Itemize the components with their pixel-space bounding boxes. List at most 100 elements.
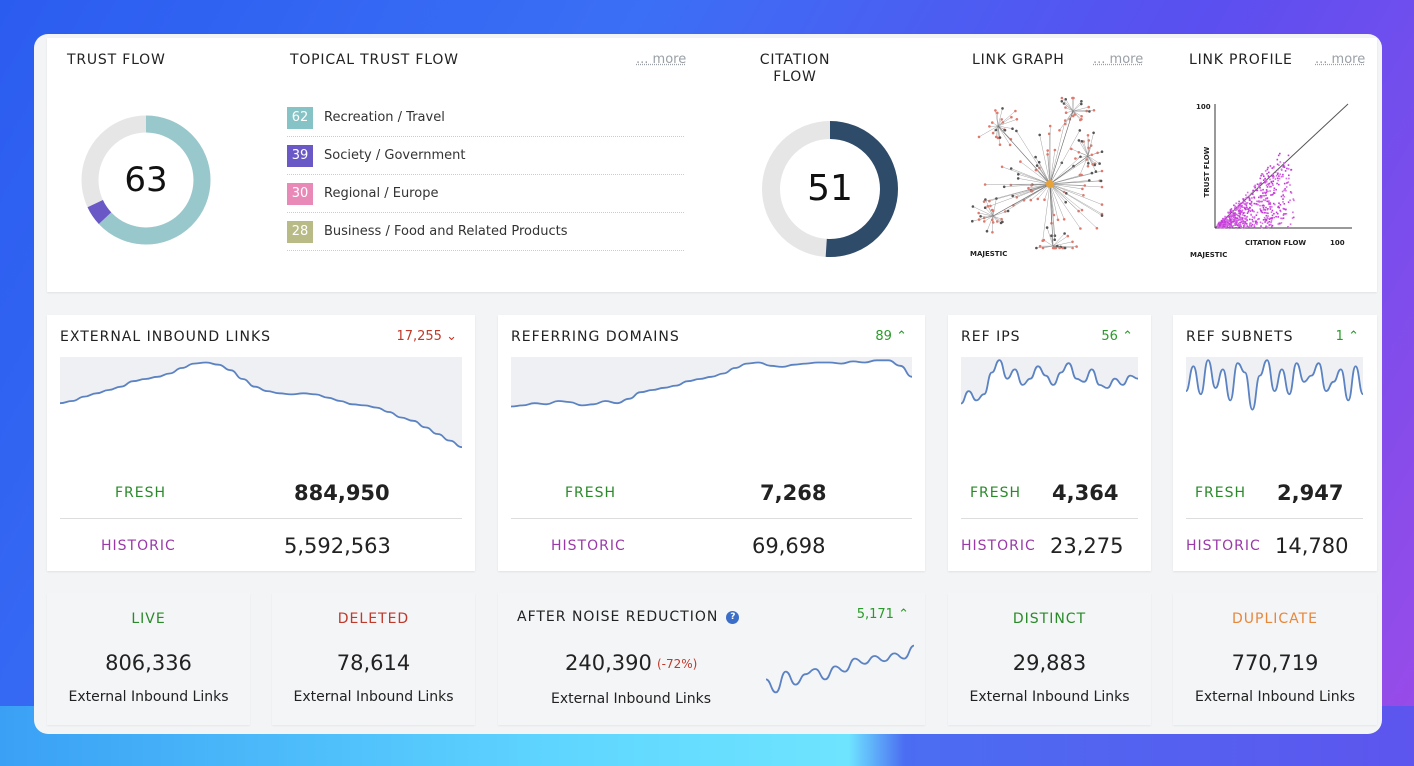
topical-trust-flow-item[interactable]: 28 Business / Food and Related Products bbox=[287, 213, 684, 251]
external-inbound-links-card[interactable]: EXTERNAL INBOUND LINKS 17,255 ⌄ FRESH 88… bbox=[47, 315, 475, 571]
referring-divider bbox=[511, 518, 912, 519]
topical-trust-flow-item[interactable]: 39 Society / Government bbox=[287, 137, 684, 175]
noise-subtitle: External Inbound Links bbox=[551, 691, 712, 707]
distinct-links-card[interactable]: DISTINCT 29,883 External Inbound Links bbox=[948, 593, 1151, 725]
ref-ips-sparkline bbox=[961, 357, 1138, 419]
referring-domains-card[interactable]: REFERRING DOMAINS 89 ⌃ FRESH 7,268 HISTO… bbox=[498, 315, 925, 571]
external-historic-value: 5,592,563 bbox=[284, 534, 391, 558]
live-links-card[interactable]: LIVE 806,336 External Inbound Links bbox=[47, 593, 250, 725]
topical-score-badge: 30 bbox=[287, 182, 313, 205]
trust-flow-donut[interactable] bbox=[80, 114, 212, 246]
ref-subnets-fresh-value: 2,947 bbox=[1277, 481, 1344, 505]
trust-flow-arc bbox=[81, 115, 211, 245]
ref-subnets-fresh-label: FRESH bbox=[1195, 485, 1247, 501]
ref-ips-historic-value: 23,275 bbox=[1050, 534, 1124, 558]
top-summary-panel bbox=[47, 38, 1377, 292]
sparkline-line bbox=[1186, 359, 1363, 411]
distinct-value: 29,883 bbox=[1012, 651, 1087, 675]
noise-trend-value: 5,171 bbox=[856, 607, 894, 622]
sparkline-area bbox=[511, 360, 912, 467]
external-fresh-label: FRESH bbox=[115, 485, 167, 501]
external-fresh-value: 884,950 bbox=[294, 481, 390, 505]
citation-flow-title: CITATION FLOW bbox=[745, 52, 845, 86]
sparkline-line bbox=[961, 359, 1138, 405]
link-profile-x-max: 100 bbox=[1330, 239, 1345, 247]
ref-ips-fresh-value: 4,364 bbox=[1052, 481, 1119, 505]
referring-fresh-label: FRESH bbox=[565, 485, 617, 501]
link-graph-network bbox=[971, 96, 1104, 250]
link-graph-title: LINK GRAPH bbox=[972, 52, 1065, 68]
link-graph-image[interactable] bbox=[968, 96, 1104, 262]
referring-fresh-value: 7,268 bbox=[760, 481, 827, 505]
ref-ips-divider bbox=[961, 518, 1138, 519]
sparkline-area bbox=[1186, 360, 1363, 419]
citation-flow-title-line2: FLOW bbox=[773, 69, 817, 85]
link-profile-y-max: 100 bbox=[1196, 103, 1211, 111]
topical-trust-flow-title: TOPICAL TRUST FLOW bbox=[290, 52, 459, 68]
citation-flow-arc bbox=[762, 121, 898, 257]
external-historic-label: HISTORIC bbox=[101, 538, 176, 554]
deleted-value: 78,614 bbox=[336, 651, 411, 675]
chevron-up-icon: ⌃ bbox=[898, 607, 909, 622]
referring-historic-label: HISTORIC bbox=[551, 538, 626, 554]
live-title: LIVE bbox=[131, 611, 166, 627]
trust-flow-value: 63 bbox=[124, 160, 168, 200]
referring-domains-sparkline bbox=[511, 357, 912, 467]
ref-subnets-title: REF SUBNETS bbox=[1186, 329, 1294, 345]
live-value: 806,336 bbox=[105, 651, 192, 675]
duplicate-title: DUPLICATE bbox=[1231, 611, 1319, 627]
live-subtitle: External Inbound Links bbox=[68, 689, 229, 705]
ref-ips-title: REF IPS bbox=[961, 329, 1021, 345]
help-icon[interactable]: ? bbox=[726, 610, 740, 624]
noise-change: (-72%) bbox=[657, 657, 698, 671]
duplicate-links-card[interactable]: DUPLICATE 770,719 External Inbound Links bbox=[1173, 593, 1377, 725]
link-profile-scatter[interactable] bbox=[1188, 100, 1358, 250]
duplicate-subtitle: External Inbound Links bbox=[1194, 689, 1356, 705]
external-divider bbox=[60, 518, 462, 519]
distinct-subtitle: External Inbound Links bbox=[969, 689, 1130, 705]
trust-flow-title: TRUST FLOW bbox=[67, 52, 166, 68]
topical-trust-flow-item[interactable]: 62 Recreation / Travel bbox=[287, 99, 684, 137]
ref-subnets-trend: 1 ⌃ bbox=[1336, 329, 1359, 344]
referring-domains-trend: 89 ⌃ bbox=[875, 329, 907, 344]
chevron-up-icon: ⌃ bbox=[896, 329, 907, 344]
chevron-up-icon: ⌃ bbox=[1348, 329, 1359, 344]
sparkline-line bbox=[60, 361, 462, 449]
external-inbound-links-sparkline bbox=[60, 357, 462, 467]
link-graph-brand-logo: MAJESTIC bbox=[970, 250, 1008, 258]
topical-score-badge: 39 bbox=[287, 144, 313, 167]
topical-score-badge: 62 bbox=[287, 106, 313, 129]
topical-category-label: Society / Government bbox=[324, 148, 466, 163]
ref-subnets-card[interactable]: REF SUBNETS 1 ⌃ FRESH 2,947 HISTORIC 14,… bbox=[1173, 315, 1377, 571]
ref-ips-historic-label: HISTORIC bbox=[961, 538, 1036, 554]
topical-score-badge: 28 bbox=[287, 220, 313, 243]
link-profile-y-label: TRUST FLOW bbox=[1203, 146, 1211, 198]
ref-subnets-trend-value: 1 bbox=[1335, 329, 1344, 344]
chevron-down-icon: ⌄ bbox=[446, 329, 457, 344]
noise-title-row: AFTER NOISE REDUCTION ? bbox=[517, 609, 740, 625]
ref-ips-trend: 56 ⌃ bbox=[1101, 329, 1133, 344]
sparkline-area bbox=[60, 362, 462, 467]
sparkline-line bbox=[766, 644, 914, 694]
ref-ips-card[interactable]: REF IPS 56 ⌃ FRESH 4,364 HISTORIC 23,275 bbox=[948, 315, 1151, 571]
citation-flow-donut[interactable] bbox=[761, 120, 899, 258]
ref-subnets-divider bbox=[1186, 518, 1363, 519]
topical-category-label: Regional / Europe bbox=[324, 186, 439, 201]
after-noise-reduction-card[interactable]: AFTER NOISE REDUCTION ? 5,171 ⌃ 240,390 … bbox=[498, 593, 925, 725]
topical-trust-flow-item[interactable]: 30 Regional / Europe bbox=[287, 175, 684, 213]
ref-subnets-historic-value: 14,780 bbox=[1275, 534, 1349, 558]
referring-historic-value: 69,698 bbox=[752, 534, 826, 558]
link-graph-more-link[interactable]: ... more bbox=[1093, 52, 1144, 67]
topical-trust-flow-more-link[interactable]: ... more bbox=[636, 52, 687, 67]
deleted-subtitle: External Inbound Links bbox=[293, 689, 454, 705]
external-trend-value: 17,255 bbox=[396, 329, 442, 344]
chevron-up-icon: ⌃ bbox=[1122, 329, 1133, 344]
deleted-links-card[interactable]: DELETED 78,614 External Inbound Links bbox=[272, 593, 475, 725]
noise-title: AFTER NOISE REDUCTION bbox=[517, 609, 719, 625]
deleted-title: DELETED bbox=[337, 611, 410, 627]
ref-ips-trend-value: 56 bbox=[1101, 329, 1118, 344]
ref-subnets-historic-label: HISTORIC bbox=[1186, 538, 1261, 554]
link-profile-more-link[interactable]: ... more bbox=[1315, 52, 1366, 67]
ref-ips-fresh-label: FRESH bbox=[970, 485, 1022, 501]
citation-flow-value: 51 bbox=[807, 168, 853, 209]
